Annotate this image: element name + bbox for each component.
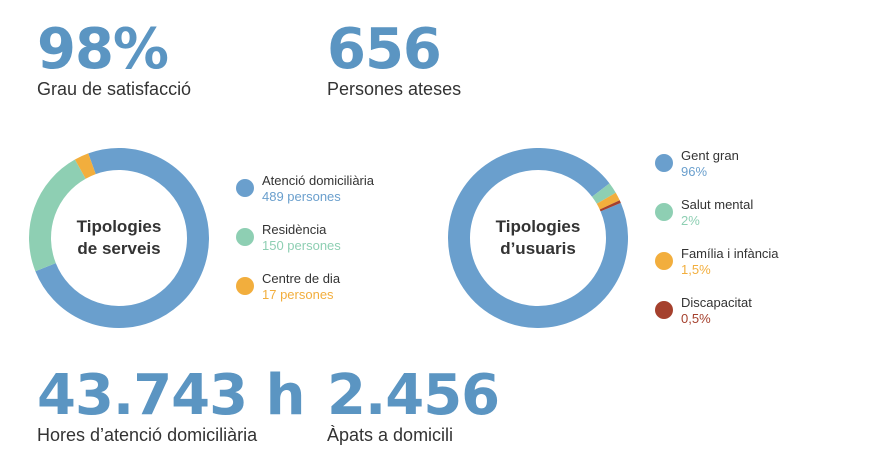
stat-value: 656 (327, 17, 442, 82)
donut-slice (448, 148, 628, 328)
legend-value: 17 persones (262, 287, 334, 302)
legend-swatch (655, 154, 673, 172)
legend-text: Família i infància 1,5% (681, 246, 779, 278)
stat-caption: Hores d’atenció domiciliària (37, 425, 258, 445)
legend-swatch (236, 277, 254, 295)
donut-title-line: Tipologies (76, 217, 162, 236)
legend-label: Discapacitat (681, 295, 752, 310)
donut-slice (599, 200, 621, 212)
stat-caption: Persones ateses (327, 79, 462, 99)
donut-slice (591, 183, 616, 204)
donut-chart-users: Tipologies d’usuaris (448, 148, 628, 328)
stat-value: 43.743 h (37, 363, 305, 428)
stat-value: 98% (37, 17, 169, 82)
donut-slice (35, 148, 209, 328)
stat-caption: Àpats a domicili (327, 425, 454, 445)
legend-swatch (655, 301, 673, 319)
donut-slice (29, 159, 87, 272)
stat-satisfaction: 98% Grau de satisfacció (37, 22, 191, 100)
legend-label: Atenció domiciliària (262, 173, 374, 188)
legend-swatch (236, 179, 254, 197)
donut-chart-services: Tipologies de serveis (29, 148, 209, 328)
legend-label: Centre de dia (262, 271, 341, 286)
legend-text: Atenció domiciliària 489 persones (262, 173, 374, 205)
legend-text: Discapacitat 0,5% (681, 295, 752, 327)
legend-value: 2% (681, 213, 700, 228)
legend-text: Residència 150 persones (262, 222, 341, 254)
legend-value: 489 persones (262, 189, 341, 204)
donut-title-users: Tipologies d’usuaris (448, 148, 628, 328)
legend-label: Residència (262, 222, 327, 237)
legend-label: Gent gran (681, 148, 739, 163)
legend-text: Salut mental 2% (681, 197, 753, 229)
donut-slice (596, 192, 620, 210)
stat-caption: Grau de satisfacció (37, 79, 192, 99)
donut-title-line: d’usuaris (500, 239, 576, 258)
donut-title-services: Tipologies de serveis (29, 148, 209, 328)
stat-value: 2.456 (327, 363, 500, 428)
stat-home-care-hours: 43.743 h Hores d’atenció domiciliària (37, 363, 305, 446)
legend-swatch (655, 252, 673, 270)
legend-text: Centre de dia 17 persones (262, 271, 340, 303)
donut-title-line: Tipologies (495, 217, 581, 236)
legend-swatch (236, 228, 254, 246)
legend-label: Família i infància (681, 246, 779, 261)
legend-text: Gent gran 96% (681, 148, 739, 180)
stat-persons-served: 656 Persones ateses (327, 22, 461, 100)
stat-meals: 2.456 Àpats a domicili (327, 363, 500, 446)
donut-slice (74, 153, 96, 179)
legend-value: 0,5% (681, 311, 711, 326)
legend-value: 150 persones (262, 238, 341, 253)
donut-svg-services (29, 148, 209, 328)
donut-svg-users (448, 148, 628, 328)
legend-value: 96% (681, 164, 708, 179)
legend-swatch (655, 203, 673, 221)
legend-value: 1,5% (681, 262, 711, 277)
donut-title-line: de serveis (77, 239, 161, 258)
legend-label: Salut mental (681, 197, 754, 212)
